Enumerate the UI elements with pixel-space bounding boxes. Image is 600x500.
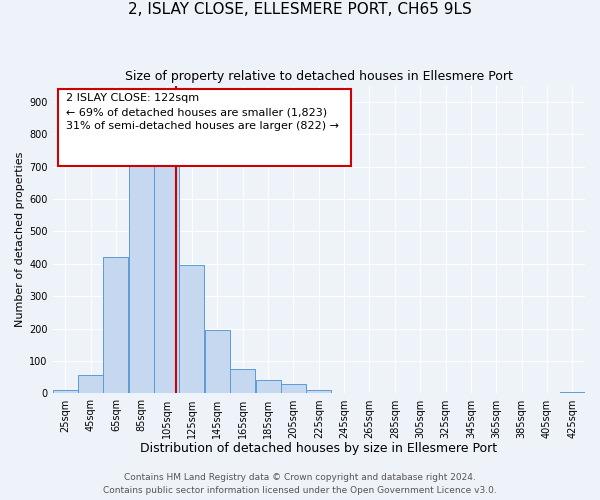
Bar — [129, 158, 154, 394]
Bar — [281, 384, 306, 394]
Bar — [306, 390, 331, 394]
Text: Contains HM Land Registry data © Crown copyright and database right 2024.
Contai: Contains HM Land Registry data © Crown c… — [103, 474, 497, 495]
Bar — [230, 369, 255, 394]
Bar — [154, 164, 179, 394]
Title: Size of property relative to detached houses in Ellesmere Port: Size of property relative to detached ho… — [125, 70, 513, 83]
Bar — [256, 380, 281, 394]
Bar — [78, 374, 103, 394]
X-axis label: Distribution of detached houses by size in Ellesmere Port: Distribution of detached houses by size … — [140, 442, 497, 455]
Bar — [179, 266, 205, 394]
FancyBboxPatch shape — [58, 88, 351, 166]
Bar — [53, 390, 77, 394]
Bar — [103, 258, 128, 394]
Y-axis label: Number of detached properties: Number of detached properties — [15, 152, 25, 327]
Bar — [205, 330, 230, 394]
Text: 2 ISLAY CLOSE: 122sqm
← 69% of detached houses are smaller (1,823)
31% of semi-d: 2 ISLAY CLOSE: 122sqm ← 69% of detached … — [66, 94, 339, 132]
Text: 2, ISLAY CLOSE, ELLESMERE PORT, CH65 9LS: 2, ISLAY CLOSE, ELLESMERE PORT, CH65 9LS — [128, 2, 472, 18]
Bar — [560, 392, 585, 394]
